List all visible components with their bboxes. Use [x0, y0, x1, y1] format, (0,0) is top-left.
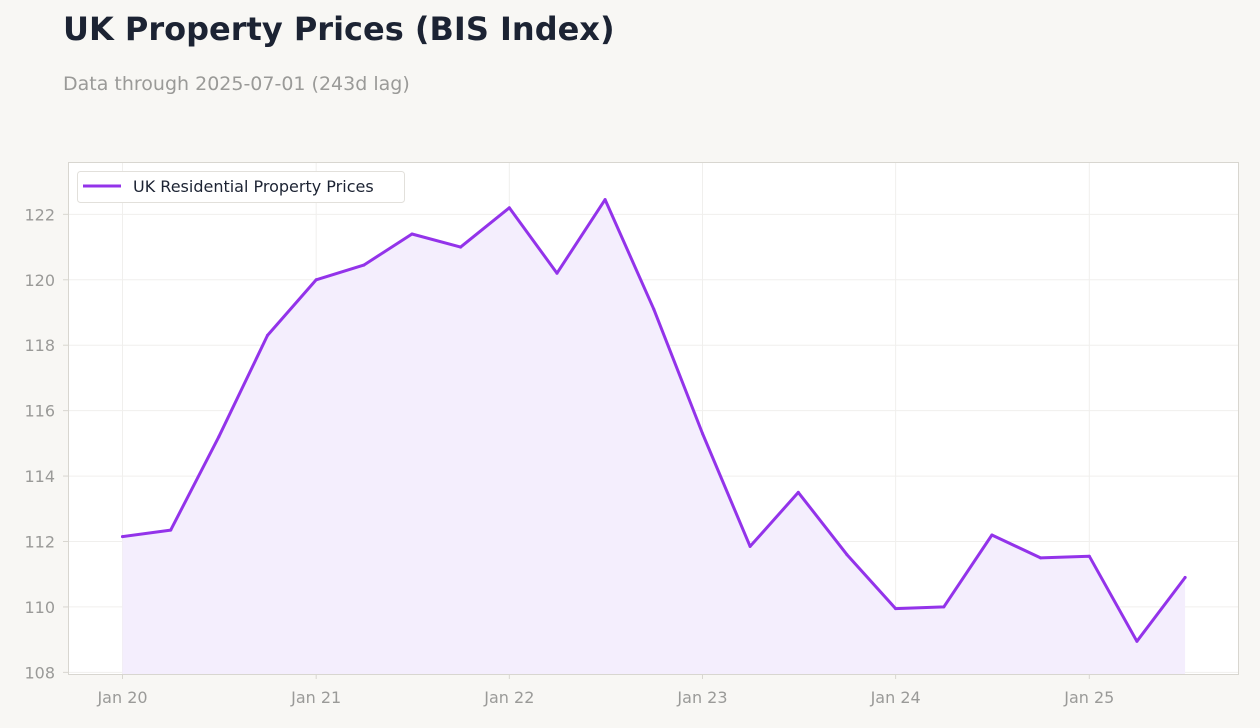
x-tick-label: Jan 22 [483, 688, 534, 707]
legend-label: UK Residential Property Prices [133, 177, 374, 196]
y-tick-label: 112 [24, 533, 55, 552]
data-point [169, 528, 173, 532]
data-point [942, 605, 946, 609]
data-point [1183, 576, 1187, 579]
chart-title: UK Property Prices (BIS Index) [63, 10, 615, 48]
data-point [603, 198, 607, 202]
y-tick-label: 110 [24, 598, 55, 617]
axis-ticks: 108 110 112 114 116 118 120 122 Jan 20 Jan 21 Jan … [24, 205, 1114, 707]
data-point [652, 307, 656, 311]
data-point [410, 232, 414, 236]
data-point [266, 333, 269, 337]
y-tick-label: 118 [24, 336, 55, 355]
y-tick-label: 114 [24, 467, 55, 486]
data-point [459, 245, 463, 249]
y-tick-label: 116 [24, 402, 55, 421]
x-tick-label: Jan 24 [870, 688, 921, 707]
x-tick-label: Jan 21 [290, 688, 341, 707]
x-tick-label: Jan 25 [1063, 688, 1114, 707]
data-point [1087, 554, 1091, 558]
data-point [990, 533, 994, 537]
data-point [796, 490, 800, 494]
x-tick-label: Jan 23 [676, 688, 727, 707]
data-point [362, 263, 366, 267]
data-point [845, 553, 849, 557]
chart-subtitle: Data through 2025-07-01 (243d lag) [63, 73, 410, 95]
y-tick-label: 120 [24, 271, 55, 290]
series-area-fill [122, 199, 1186, 674]
data-point [555, 271, 559, 275]
plot-frame [68, 162, 1239, 675]
data-point [894, 607, 898, 611]
data-point [748, 544, 752, 548]
legend: UK Residential Property Prices [77, 171, 405, 203]
x-tick-label: Jan 20 [96, 688, 147, 707]
y-tick-label: 108 [24, 663, 55, 682]
legend-box [77, 171, 405, 203]
data-point [1135, 639, 1139, 643]
data-point [507, 206, 511, 210]
y-tick-label: 122 [24, 205, 55, 224]
data-point [1039, 556, 1043, 560]
data-point [121, 535, 124, 539]
data-point [701, 432, 704, 435]
data-point [217, 435, 221, 439]
data-point [314, 278, 318, 282]
